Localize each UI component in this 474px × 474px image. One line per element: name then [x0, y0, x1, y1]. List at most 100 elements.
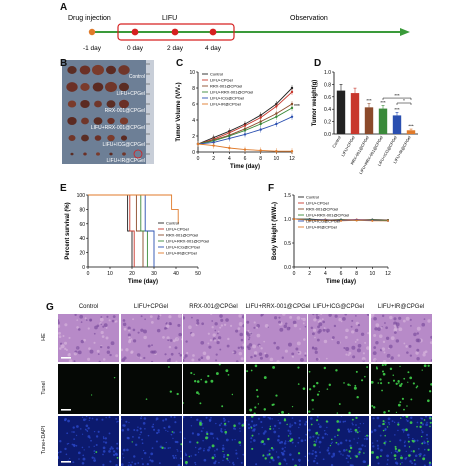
dapi-nucleus	[227, 420, 230, 423]
column-header: LIFU+CPGel	[133, 304, 169, 310]
tunel-signal	[210, 379, 214, 383]
dapi-nucleus	[402, 431, 404, 433]
cell-nucleus	[87, 327, 90, 330]
panel-c-label: C	[176, 58, 184, 69]
cell-nucleus	[64, 347, 67, 350]
dapi-nucleus	[426, 443, 429, 446]
tunel-signal	[353, 386, 357, 390]
cell-nucleus	[242, 324, 244, 328]
tumor	[93, 117, 103, 125]
tunel-signal	[195, 391, 199, 395]
tunel-signal	[386, 426, 388, 428]
tunel-signal	[421, 369, 423, 371]
cell-nucleus	[356, 338, 359, 341]
tunel-signal	[277, 462, 281, 466]
dapi-nucleus	[417, 453, 420, 456]
ruler	[146, 60, 154, 164]
tumor	[94, 135, 102, 141]
cell-nucleus	[317, 325, 320, 329]
cell-nucleus	[217, 330, 220, 333]
cell-nucleus	[409, 325, 412, 327]
bracket	[382, 97, 412, 101]
micrograph-texture	[145, 366, 179, 400]
dapi-nucleus	[127, 464, 129, 466]
dapi-image	[245, 416, 307, 466]
dapi-nucleus	[345, 439, 348, 442]
tunel-signal	[382, 441, 386, 445]
dapi-nucleus	[339, 441, 343, 445]
tunel-signal	[358, 451, 361, 454]
tunel-signal	[222, 450, 224, 453]
timepoint-label: 2 day	[167, 45, 184, 52]
dapi-nucleus	[349, 444, 352, 448]
cell-nucleus	[198, 358, 201, 361]
y-tick-label: 0.0	[324, 132, 331, 138]
tumor	[106, 100, 116, 108]
cell-nucleus	[311, 332, 315, 336]
dapi-nucleus	[407, 436, 410, 439]
data-point	[275, 122, 278, 126]
dapi-nucleus	[179, 450, 182, 453]
dapi-nucleus	[73, 431, 75, 433]
cell-nucleus	[284, 322, 287, 325]
cell-nucleus	[232, 351, 235, 354]
dapi-nucleus	[280, 452, 284, 455]
dapi-nucleus	[105, 416, 107, 419]
dapi-nucleus	[394, 450, 397, 453]
tunel-image	[120, 364, 182, 414]
tunel-signal	[316, 393, 320, 396]
dapi-nucleus	[338, 450, 341, 453]
cell-nucleus	[272, 341, 276, 345]
tumor	[67, 100, 77, 108]
dapi-nucleus	[140, 457, 143, 460]
tunel-signal	[420, 435, 422, 438]
dapi-nucleus	[349, 428, 352, 431]
cell-nucleus	[311, 346, 315, 349]
dapi-nucleus	[116, 442, 119, 445]
tunel-signal	[250, 416, 254, 418]
dapi-nucleus	[175, 457, 177, 459]
cell-nucleus	[247, 346, 251, 351]
tunel-signal	[407, 454, 411, 457]
dapi-nucleus	[177, 464, 180, 466]
cell-nucleus	[248, 343, 252, 347]
dapi-nucleus	[220, 430, 223, 433]
cell-nucleus	[416, 338, 421, 343]
dapi-nucleus	[178, 431, 181, 434]
cell-nucleus	[102, 325, 105, 328]
dapi-nucleus	[140, 416, 142, 418]
dapi-nucleus	[315, 439, 318, 441]
tunel-signal	[312, 384, 316, 388]
cell-nucleus	[101, 335, 105, 338]
panel-e-label: E	[60, 183, 67, 194]
dapi-nucleus	[215, 422, 217, 425]
tunel-signal	[269, 456, 273, 460]
cell-nucleus	[206, 355, 210, 359]
cell-nucleus	[80, 339, 85, 344]
cell-nucleus	[207, 342, 210, 345]
dapi-nucleus	[196, 418, 199, 422]
dapi-nucleus	[283, 446, 286, 449]
cell-nucleus	[79, 314, 84, 319]
cell-nucleus	[220, 318, 224, 322]
cell-nucleus	[296, 341, 301, 346]
dapi-nucleus	[102, 446, 106, 450]
dapi-nucleus	[270, 418, 273, 420]
tunel-signal	[309, 388, 312, 391]
dapi-nucleus	[166, 430, 168, 433]
dapi-nucleus	[282, 458, 286, 461]
lifu-label: LIFU	[162, 15, 177, 22]
dapi-nucleus	[81, 416, 84, 418]
cell-nucleus	[77, 350, 82, 355]
tunel-signal	[254, 364, 257, 368]
tumor	[80, 83, 90, 91]
dapi-nucleus	[273, 424, 276, 428]
dapi-nucleus	[416, 439, 419, 442]
dapi-nucleus	[104, 437, 108, 440]
dapi-nucleus	[102, 436, 105, 438]
cell-nucleus	[241, 315, 244, 319]
cell-nucleus	[174, 360, 177, 362]
tunel-signal	[396, 423, 399, 426]
timepoint-label: 4 day	[205, 45, 222, 52]
tunel-signal	[205, 436, 209, 440]
